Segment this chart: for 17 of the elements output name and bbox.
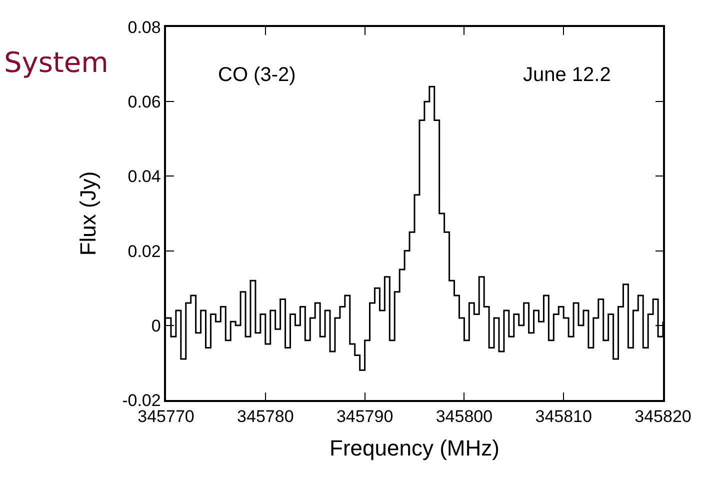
x-tick-label: 345800 [436,407,493,426]
x-tick-label: 345770 [138,407,194,426]
y-tick-label: 0 [151,316,161,336]
y-tick-label: -0.02 [122,390,161,410]
x-tick-label: 345780 [237,407,294,426]
x-axis-title: Frequency (MHz) [330,436,500,461]
y-tick-label: 0.08 [128,18,161,37]
y-axis-title: Flux (Jy) [75,171,100,256]
annotation: CO (3-2) [218,64,296,86]
x-tick-label: 345820 [634,407,692,426]
y-tick-label: 0.04 [128,167,161,186]
x-tick-label: 345790 [336,407,394,426]
annotation: June 12.2 [523,64,611,86]
x-tick-label: 345810 [535,407,592,426]
y-tick-label: 0.02 [128,242,161,261]
y-tick-label: 0.06 [128,92,161,112]
text: System [4,46,108,79]
